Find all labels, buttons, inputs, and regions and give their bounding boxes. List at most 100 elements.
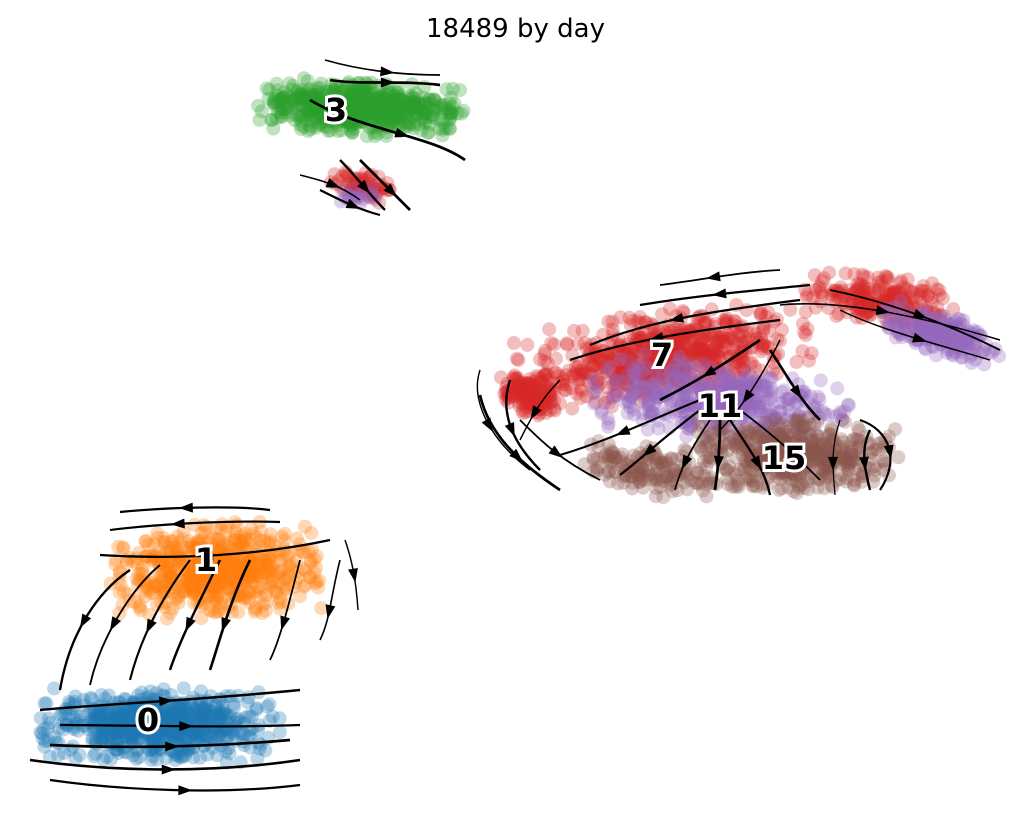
scatter-point <box>213 724 228 739</box>
scatter-point <box>226 552 241 567</box>
scatter-point <box>114 712 129 726</box>
scatter-point <box>216 555 231 570</box>
scatter-point <box>163 576 178 591</box>
scatter-point <box>227 562 242 577</box>
scatter-point <box>47 681 62 696</box>
scatter-point <box>202 708 217 723</box>
scatter-point <box>223 570 238 585</box>
scatter-point <box>262 562 277 577</box>
scatter-point <box>183 570 198 585</box>
scatter-point <box>265 560 280 574</box>
scatter-point <box>187 708 202 722</box>
scatter-point <box>193 555 208 570</box>
scatter-point <box>189 714 204 729</box>
scatter-point <box>790 415 805 429</box>
scatter-point <box>268 583 283 598</box>
streamline-arrowhead <box>178 785 193 796</box>
scatter-point <box>151 725 166 740</box>
scatter-point <box>119 733 134 748</box>
scatter-point <box>174 750 189 765</box>
scatter-point <box>212 710 227 725</box>
scatter-point <box>134 563 149 578</box>
scatter-point <box>174 551 189 566</box>
scatter-point <box>159 574 174 589</box>
scatter-point <box>212 707 227 722</box>
scatter-point <box>117 707 132 722</box>
scatter-point <box>56 716 71 730</box>
scatter-point <box>156 563 171 578</box>
scatter-point <box>86 711 101 726</box>
scatter-point <box>243 552 258 567</box>
scatter-point <box>187 702 202 717</box>
scatter-point <box>272 547 287 562</box>
scatter-point <box>241 690 256 705</box>
scatter-point <box>292 537 307 552</box>
scatter-point <box>157 713 172 728</box>
scatter-point <box>303 553 318 568</box>
scatter-point <box>96 730 111 745</box>
scatter-point <box>171 703 186 718</box>
scatter-point <box>186 583 201 598</box>
scatter-point <box>191 572 206 587</box>
scatter-point <box>66 711 81 726</box>
scatter-point <box>277 582 292 597</box>
scatter-point <box>93 724 108 739</box>
scatter-point <box>208 605 223 620</box>
scatter-point <box>191 534 206 549</box>
scatter-point <box>283 559 298 574</box>
scatter-point <box>100 725 115 740</box>
scatter-point <box>224 563 239 578</box>
scatter-point <box>838 297 853 312</box>
scatter-point <box>153 716 167 731</box>
scatter-point <box>298 577 313 592</box>
scatter-point <box>112 710 127 725</box>
scatter-point <box>161 724 176 739</box>
scatter-point <box>352 80 367 95</box>
scatter-point <box>186 558 201 573</box>
scatter-point <box>180 744 195 759</box>
scatter-point <box>130 557 145 572</box>
scatter-point <box>186 558 201 573</box>
scatter-point <box>155 713 170 728</box>
scatter-point <box>251 685 266 700</box>
scatter-point <box>195 570 210 585</box>
cluster-label-15: 15 <box>762 439 807 477</box>
scatter-point <box>219 537 234 552</box>
scatter-point <box>198 556 213 570</box>
scatter-point <box>106 733 121 748</box>
scatter-point <box>171 588 186 603</box>
scatter-point <box>172 548 187 563</box>
scatter-point <box>222 563 236 578</box>
scatter-point <box>218 744 233 759</box>
scatter-point <box>113 565 127 580</box>
scatter-point <box>273 576 288 591</box>
scatter-point <box>149 577 164 592</box>
scatter-point <box>108 716 123 731</box>
scatter-point <box>249 529 264 544</box>
scatter-point <box>624 390 639 405</box>
scatter-point <box>304 526 319 540</box>
scatter-point <box>609 388 624 403</box>
scatter-point <box>927 327 942 342</box>
scatter-point <box>230 724 245 739</box>
scatter-point <box>185 570 200 585</box>
scatter-point <box>213 522 228 537</box>
scatter-point <box>222 557 237 572</box>
scatter-point <box>178 729 193 744</box>
scatter-point <box>121 587 136 602</box>
scatter-point <box>167 708 182 723</box>
scatter-point <box>249 702 264 717</box>
scatter-point <box>216 575 231 590</box>
scatter-point <box>146 692 160 707</box>
scatter-point <box>188 558 203 572</box>
scatter-point <box>33 711 48 726</box>
scatter-point <box>177 584 192 599</box>
scatter-point <box>202 603 217 617</box>
scatter-point <box>304 542 319 557</box>
scatter-point <box>303 570 318 584</box>
scatter-point <box>190 565 205 580</box>
scatter-point <box>134 705 149 720</box>
scatter-point <box>566 367 581 382</box>
scatter-point <box>262 713 277 728</box>
scatter-point <box>263 527 278 542</box>
